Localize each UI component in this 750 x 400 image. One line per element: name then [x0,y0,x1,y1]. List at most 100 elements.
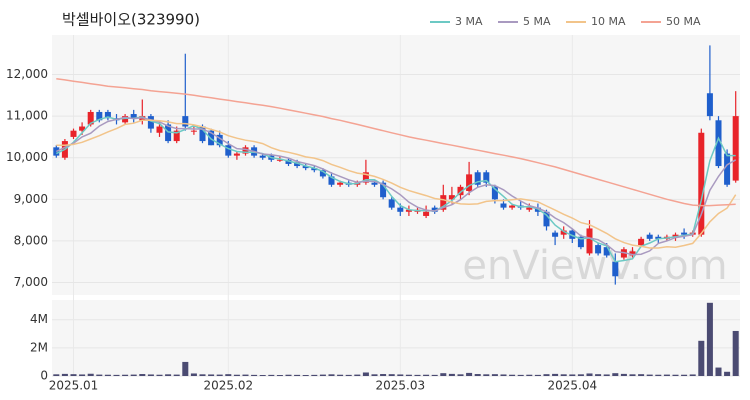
candle-body [543,211,550,227]
volume-bar [509,374,516,376]
volume-bar [53,374,60,376]
volume-bar [646,374,653,376]
candle-body [732,116,739,181]
candle-body [302,166,309,169]
volume-bar [225,374,232,376]
candle-body [474,172,481,185]
candle-body [337,182,344,185]
volume-bar [595,374,602,376]
volume-bar [380,374,387,376]
candle-body [577,236,584,248]
volume-bar [663,374,670,376]
volume-bar [724,371,731,376]
legend-label: 3 MA [455,15,483,28]
legend-label: 50 MA [666,15,701,28]
volume-bar [732,330,739,376]
volume-bar [655,374,662,376]
volume-bar [603,374,610,376]
candle-body [483,172,490,183]
volume-bar [440,373,447,376]
volume-bar [268,374,275,376]
volume-bar [560,374,567,376]
volume-bar [190,373,197,376]
candle-body [620,249,627,258]
candle-body [156,126,163,133]
volume-bar [242,374,249,376]
x-tick-label: 2025.04 [547,379,597,393]
volume-bar [276,375,283,376]
volume-bar [371,374,378,376]
candle-body [285,159,292,164]
candle-body [87,111,94,125]
volume-bar [672,374,679,376]
candle-body [328,176,335,185]
volume-bar [500,374,507,376]
volume-bar [156,374,163,376]
volume-bar [87,373,94,376]
volume-bar [448,373,455,376]
ma-line [55,116,737,256]
volume-bar [165,374,172,376]
candle-body [655,236,662,239]
candle-body [509,205,516,208]
x-tick-label: 2025.03 [375,379,425,393]
volume-bar [552,373,559,376]
chart-title: 박셀바이오(323990) [62,11,200,29]
volume-bar [319,374,326,376]
volume-bar [491,374,498,376]
volume-bar [199,374,206,376]
volume-bar [130,374,137,376]
candle-body [233,153,240,156]
candle-body [603,247,610,256]
volume-bar [423,374,430,376]
volume-bar [577,374,584,376]
candle-body [397,207,404,212]
volume-bar [345,374,352,376]
y-tick-label: 12,000 [6,67,48,81]
ma-line [55,116,736,263]
y-tick-label: 9,000 [14,192,48,206]
legend-label: 5 MA [523,15,551,28]
candle-body [182,116,189,127]
volume-bar [397,374,404,376]
volume-bar [698,340,705,376]
candle-body [104,111,111,119]
candle-body [147,116,154,129]
volume-bar [251,374,258,376]
volume-bar [474,374,481,376]
x-tick-label: 2025.02 [203,379,253,393]
candle-body [165,124,172,142]
candle-body [560,230,567,235]
candle-body [629,251,636,256]
x-tick-label: 2025.01 [49,379,99,393]
candle-body [311,168,318,171]
candle-body [380,182,387,198]
candle-body [294,161,301,167]
volume-bar [638,374,645,376]
candle-body [70,130,77,137]
volume-bar [612,373,619,376]
volume-bar [405,374,412,376]
volume-bar [586,373,593,376]
candle-body [96,111,103,121]
volume-bar [311,374,318,376]
candle-body [638,238,645,246]
volume-bar [569,374,576,376]
volume-bar [517,374,524,376]
candle-body [79,126,86,131]
volume-bar [259,375,266,376]
candle-body [672,234,679,237]
candle-body [715,120,722,167]
candle-body [595,245,602,254]
volume-bar [483,374,490,376]
volume-bar [431,374,438,376]
candle-body [388,199,395,208]
candle-body [319,170,326,177]
volume-bar [414,374,421,376]
y-tick-label: 4M [30,312,48,326]
volume-bar [70,374,77,376]
candle-body [130,114,137,119]
volume-bar [294,374,301,376]
volume-bar [182,361,189,376]
